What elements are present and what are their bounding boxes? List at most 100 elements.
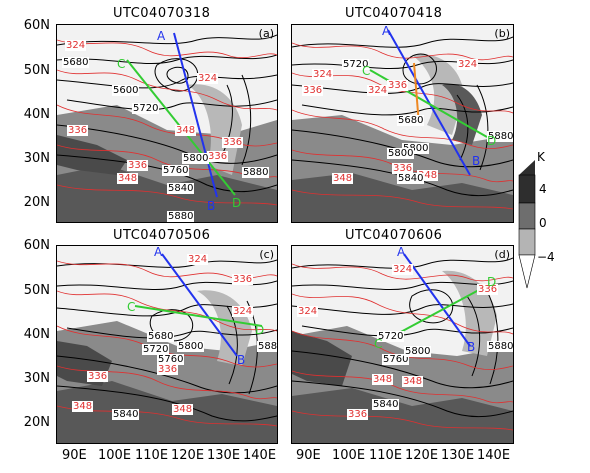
height-contour-label: 5720 (342, 59, 370, 70)
theta-contour-label: 336 (127, 160, 149, 171)
x-tick-90e-right: 90E (296, 448, 321, 463)
section-endpoint-a: A (397, 245, 406, 259)
x-tick-110e-right: 110E (369, 448, 403, 463)
map-panel-a: (a) 324 324 336 348 336 336 348 336 5680 5600 5720… (56, 24, 278, 223)
panel-c-tag: (c) (259, 248, 274, 261)
height-contour-label: 5840 (397, 173, 425, 184)
theta-contour-label: 336 (302, 85, 324, 96)
section-endpoint-d: D (232, 196, 242, 210)
panel-c-svg (57, 246, 277, 443)
theta-contour-label: 336 (387, 80, 409, 91)
section-endpoint-d: D (487, 134, 497, 148)
theta-contour-label: 336 (232, 274, 254, 285)
height-contour-label: 5760 (162, 165, 190, 176)
map-panel-b: (b) 324 324 336 336 336 348 348 324 5720 5800 5680… (291, 24, 514, 223)
panel-d-svg (292, 246, 513, 443)
height-contour-label: 5880 (257, 341, 277, 352)
theta-contour-label: 336 (67, 125, 89, 136)
height-contour-label: 5840 (112, 409, 140, 420)
theta-contour-label: 324 (312, 69, 334, 80)
theta-contour-label: 336 (222, 137, 244, 148)
height-contour-label: 5840 (167, 183, 195, 194)
x-tick-100e-right: 100E (332, 448, 366, 463)
y-tick-60n-top: 60N (23, 18, 50, 33)
theta-contour-label: 324 (232, 306, 254, 317)
colorbar-unit: K (537, 150, 545, 164)
cross-section-line-ab (387, 29, 471, 176)
panel-a-tag: (a) (258, 27, 274, 40)
x-tick-140e-right: 140E (477, 448, 511, 463)
x-tick-120e-right: 120E (405, 448, 439, 463)
panel-b-tag: (b) (494, 27, 510, 40)
theta-contour-label: 348 (172, 404, 194, 415)
cross-section-line-ab (403, 253, 471, 347)
section-endpoint-c: C (374, 337, 383, 351)
height-contour-label: 5720 (377, 331, 405, 342)
height-contour-label: 5680 (62, 57, 90, 68)
theta-contour-label: 348 (417, 170, 439, 181)
height-contour-label: 5880 (167, 211, 195, 222)
height-contour-label: 5680 (147, 331, 175, 342)
y-tick-20n-bottom: 20N (23, 415, 50, 430)
height-contour-label: 5800 (182, 153, 210, 164)
height-contour-label: 5680 (397, 115, 425, 126)
theta-contour-label: 348 (332, 173, 354, 184)
theta-contour-label: 336 (477, 284, 499, 295)
height-contour-label: 5800 (402, 143, 430, 154)
map-panel-d: (d) 324 324 336 348 348 336 5720 5760 5800 5840 58… (291, 245, 514, 444)
x-tick-100e-left: 100E (98, 448, 132, 463)
x-tick-120e-left: 120E (171, 448, 205, 463)
theta-contour-label: 324 (65, 40, 87, 51)
y-tick-50n-bottom: 50N (23, 283, 50, 298)
map-panel-c: (c) 324 324 336 336 348 348 336 5680 5720 5760 580… (56, 245, 278, 444)
theta-contour-label: 336 (157, 364, 179, 375)
panel-a-title: UTC04070318 (113, 6, 211, 21)
theta-contour-label: 336 (347, 409, 369, 420)
theta-contour-label: 348 (117, 173, 139, 184)
colorbar-svg (518, 160, 536, 289)
x-tick-90e-left: 90E (62, 448, 87, 463)
theta-contour-label: 336 (207, 151, 229, 162)
colorbar-tick-neg4: −4 (537, 250, 555, 264)
height-contour-label: 5600 (112, 85, 140, 96)
cross-section-line-ab (161, 253, 238, 357)
section-endpoint-c: C (117, 57, 126, 71)
theta-contour-label: 324 (392, 264, 414, 275)
height-contour-label: 5720 (142, 344, 170, 355)
theta-contour-label: 348 (72, 401, 94, 412)
height-contour-label: 5880 (242, 167, 270, 178)
theta-contour-label: 324 (187, 254, 209, 265)
panel-d-title: UTC04070606 (345, 228, 443, 243)
section-endpoint-a: A (154, 245, 163, 259)
theta-contour-label: 348 (402, 376, 424, 387)
theta-contour-label: 348 (372, 374, 394, 385)
x-tick-130e-right: 130E (441, 448, 475, 463)
section-endpoint-c: C (362, 64, 371, 78)
height-contour-label: 5880 (487, 131, 514, 142)
section-endpoint-d: D (255, 323, 265, 337)
panel-d-tag: (d) (494, 248, 510, 261)
section-endpoint-c: C (127, 300, 136, 314)
panel-b-title: UTC04070418 (345, 6, 443, 21)
height-contour-label: 5840 (372, 399, 400, 410)
theta-contour-label: 324 (197, 73, 219, 84)
theta-contour-label: 336 (87, 371, 109, 382)
theta-contour-label: 324 (297, 306, 319, 317)
height-contour-label: 5720 (132, 103, 160, 114)
x-tick-110e-left: 110E (135, 448, 169, 463)
y-tick-40n-bottom: 40N (23, 327, 50, 342)
theta-contour-label: 336 (392, 163, 414, 174)
theta-contour-label: 348 (175, 125, 197, 136)
y-tick-20n-top: 20N (23, 195, 50, 210)
section-endpoint-d: D (487, 275, 497, 289)
y-tick-40n-top: 40N (23, 107, 50, 122)
y-tick-60n-bottom: 60N (23, 238, 50, 253)
y-tick-30n-top: 30N (23, 151, 50, 166)
height-contour-label: 5880 (487, 341, 514, 352)
cross-section-line-orange (413, 62, 420, 126)
height-contour-label: 5800 (404, 346, 432, 357)
section-endpoint-a: A (157, 29, 166, 43)
cross-section-line-ab (173, 32, 218, 198)
section-endpoint-b: B (467, 340, 476, 354)
section-endpoint-b: B (207, 199, 216, 213)
